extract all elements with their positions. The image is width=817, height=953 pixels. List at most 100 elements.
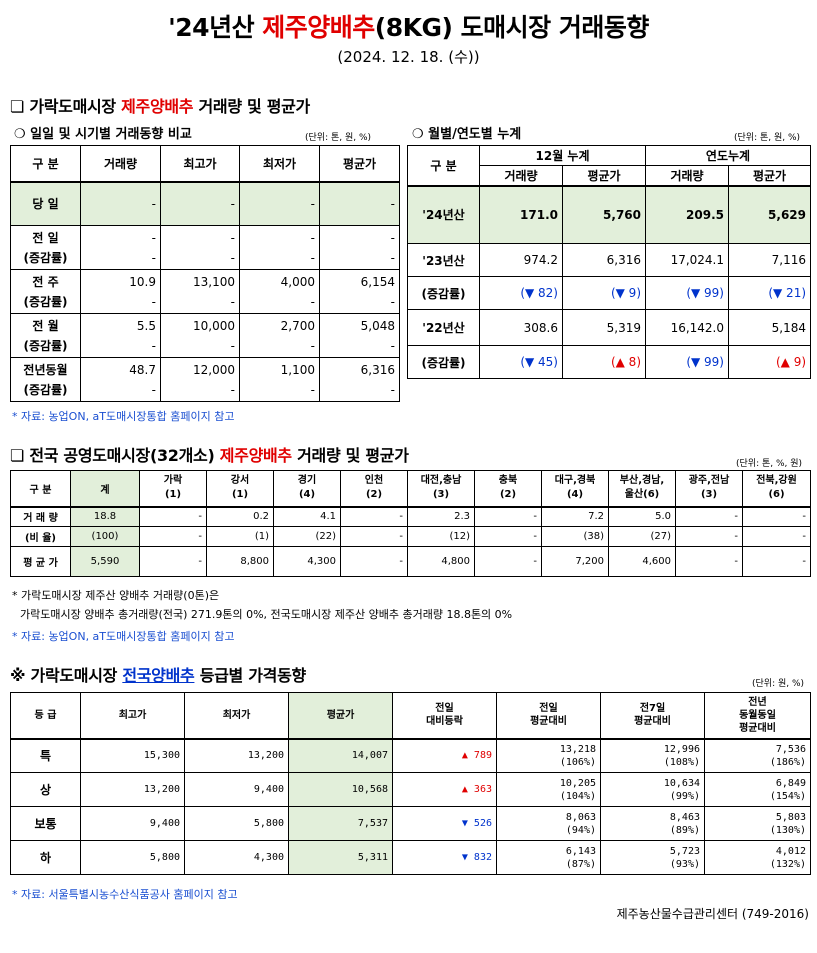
cell-value: 2,700 [280, 318, 315, 333]
grade-table: 등 급 최고가 최저가 평균가 전일 대비등락 전일 평균대비 전7일 평균대비 전년 동월동… [10, 692, 811, 875]
table-row: 전 월 (증감률) 5.5 - 10,000 - 2,700 - 5,048 - [10, 313, 400, 358]
cell-value: 6,154 [360, 274, 395, 289]
section-highlight: 제주양배추 [219, 446, 292, 465]
change-cell: ▼ 526 [392, 806, 497, 841]
compare-value: 5,803 [775, 811, 806, 823]
cell-value: 5.5 [136, 318, 156, 333]
cell: -- [319, 225, 400, 270]
cell: (▼ 82) [479, 276, 563, 310]
report-date: (2024. 12. 18. (수)) [337, 48, 480, 66]
cell: 2.3 [407, 506, 475, 527]
row-label: 당 일 [10, 181, 81, 226]
row-label: 전 월 (증감률) [10, 313, 81, 358]
daily-header-volume: 거래량 [80, 145, 161, 182]
compare-cell: 8,063 (94%) [496, 806, 601, 841]
change-cell: ▲ 789 [392, 738, 497, 773]
cell: (▼ 99) [645, 276, 729, 310]
cell: - [675, 546, 743, 577]
cell: (38) [541, 526, 609, 547]
market-name: 부산,경남, [619, 475, 665, 487]
market-name: 경기 [297, 475, 317, 487]
row-label-main: 전 월 [32, 318, 59, 333]
cell: (1) [206, 526, 274, 547]
table-row: '24년산 171.0 5,760 209.5 5,629 [407, 185, 812, 244]
national-header-market: 인천 (2) [340, 470, 408, 507]
cell-change: - [310, 338, 315, 353]
compare-pct: (93%) [669, 858, 700, 870]
monthly-header-year: 연도누계 [644, 145, 812, 166]
row-label-main: 전년동월 [23, 362, 68, 377]
table-row: (증감률) (▼ 45) (▲ 8) (▼ 99) (▲ 9) [407, 345, 812, 379]
section-national: ❏ 전국 공영도매시장(32개소) 제주양배추 거래량 및 평균가 [10, 442, 409, 466]
compare-value: 6,849 [775, 777, 806, 789]
cell-value: 1,100 [280, 362, 315, 377]
cell-change: - [310, 294, 315, 309]
cell-value: 6,316 [360, 362, 395, 377]
cell: 4.1 [273, 506, 341, 527]
section-suffix: 거래량 및 평균가 [291, 446, 409, 465]
cell: -- [239, 225, 320, 270]
national-header-market: 광주,전남 (3) [675, 470, 743, 507]
national-header-market: 경기 (4) [273, 470, 341, 507]
market-name: 강서 [230, 475, 250, 487]
cell: 4,000 - [239, 269, 320, 314]
compare-pct: (130%) [769, 824, 806, 836]
cell: (100) [70, 526, 140, 547]
cell: 4,300 [273, 546, 341, 577]
cell: - [742, 526, 811, 547]
row-label-sub: (증감률) [23, 382, 68, 397]
cell-value: - [230, 230, 235, 245]
cell: 5,590 [70, 546, 140, 577]
grade-label: 상 [10, 772, 81, 807]
monthly-col-header: 거래량 [645, 165, 729, 186]
grade-label: 보통 [10, 806, 81, 841]
cell: 10,000 - [160, 313, 240, 358]
grade-header: 등 급 [10, 692, 81, 739]
cell-value: 12,000 [193, 362, 235, 377]
cell-change: - [230, 250, 235, 265]
cell: - [160, 181, 240, 226]
row-label-main: 전 주 [32, 274, 59, 289]
row-label-sub: (증감률) [23, 250, 68, 265]
cell: 308.6 [479, 309, 563, 346]
cell: - [675, 526, 743, 547]
cell-value: - [390, 230, 395, 245]
cell: - [139, 546, 207, 577]
compare-pct: (108%) [663, 756, 700, 768]
table-row: 보통 9,400 5,800 7,537 ▼ 526 8,063 (94%) 8,463 (89… [10, 806, 811, 841]
cell: 6,316 - [319, 357, 400, 402]
source-note-3: * 자료: 서울특별시농수산식품공사 홈페이지 참고 [12, 888, 238, 901]
cell: 5,760 [562, 185, 646, 244]
compare-value: 4,012 [775, 845, 806, 857]
table-row: 거 래 량 18.8-0.2 4.1-2.3-7.2 5.0- - [10, 506, 811, 527]
cell-change: - [390, 294, 395, 309]
cell-change: - [151, 382, 156, 397]
cell-change: - [230, 382, 235, 397]
cell: (▼ 21) [727, 276, 812, 310]
cell-value: - [310, 230, 315, 245]
market-name: 충북 [498, 475, 518, 487]
cell: (▲ 9) [727, 345, 812, 379]
cell: 48.7 - [80, 357, 161, 402]
cell: 9,400 [184, 772, 289, 807]
compare-pct: (154%) [769, 790, 806, 802]
row-label: (비 율) [10, 526, 71, 547]
grade-header: 전년 동월동일 평균대비 [704, 692, 811, 739]
market-count: (2) [499, 489, 517, 501]
market-count: (1) [231, 489, 249, 501]
cell: 7,116 [727, 243, 812, 277]
cell: 4,300 [184, 840, 289, 875]
row-label: '22년산 [407, 309, 480, 346]
compare-pct: (106%) [559, 756, 596, 768]
national-header-market: 대전,충남 (3) [407, 470, 475, 507]
cell: - [139, 526, 207, 547]
page-title: '24년산 제주양배추(8KG) 도매시장 거래동향 [0, 8, 817, 44]
cell-value: 5,048 [360, 318, 395, 333]
national-header-market: 강서 (1) [206, 470, 274, 507]
cell: - [340, 546, 408, 577]
compare-value: 7,536 [775, 743, 806, 755]
cell: 13,200 [80, 772, 185, 807]
cell: 10.9 - [80, 269, 161, 314]
compare-cell: 6,849 (154%) [704, 772, 811, 807]
daily-unit: (단위: 톤, 원, %) [305, 133, 372, 143]
